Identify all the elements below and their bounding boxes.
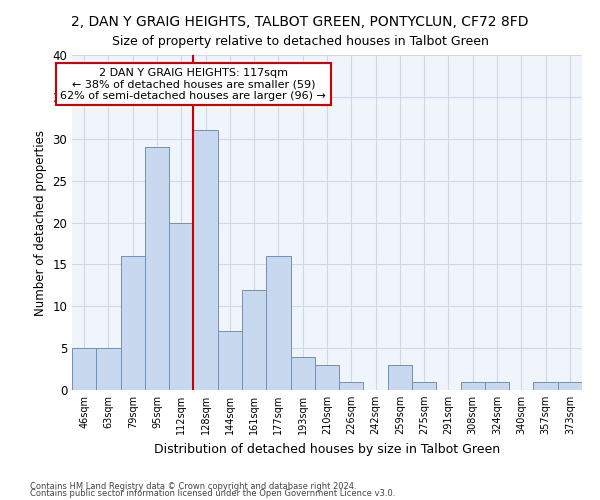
Bar — [485, 382, 509, 390]
X-axis label: Distribution of detached houses by size in Talbot Green: Distribution of detached houses by size … — [154, 442, 500, 456]
Bar — [218, 332, 242, 390]
Bar — [558, 382, 582, 390]
Bar — [388, 365, 412, 390]
Bar — [412, 382, 436, 390]
Text: Contains HM Land Registry data © Crown copyright and database right 2024.: Contains HM Land Registry data © Crown c… — [30, 482, 356, 491]
Bar — [169, 222, 193, 390]
Bar — [266, 256, 290, 390]
Bar — [339, 382, 364, 390]
Text: Size of property relative to detached houses in Talbot Green: Size of property relative to detached ho… — [112, 35, 488, 48]
Text: 2 DAN Y GRAIG HEIGHTS: 117sqm
← 38% of detached houses are smaller (59)
62% of s: 2 DAN Y GRAIG HEIGHTS: 117sqm ← 38% of d… — [61, 68, 326, 101]
Bar — [121, 256, 145, 390]
Bar — [290, 356, 315, 390]
Bar — [96, 348, 121, 390]
Bar — [315, 365, 339, 390]
Text: 2, DAN Y GRAIG HEIGHTS, TALBOT GREEN, PONTYCLUN, CF72 8FD: 2, DAN Y GRAIG HEIGHTS, TALBOT GREEN, PO… — [71, 15, 529, 29]
Bar — [145, 147, 169, 390]
Bar — [72, 348, 96, 390]
Bar — [242, 290, 266, 390]
Bar — [461, 382, 485, 390]
Y-axis label: Number of detached properties: Number of detached properties — [34, 130, 47, 316]
Bar — [193, 130, 218, 390]
Text: Contains public sector information licensed under the Open Government Licence v3: Contains public sector information licen… — [30, 490, 395, 498]
Bar — [533, 382, 558, 390]
